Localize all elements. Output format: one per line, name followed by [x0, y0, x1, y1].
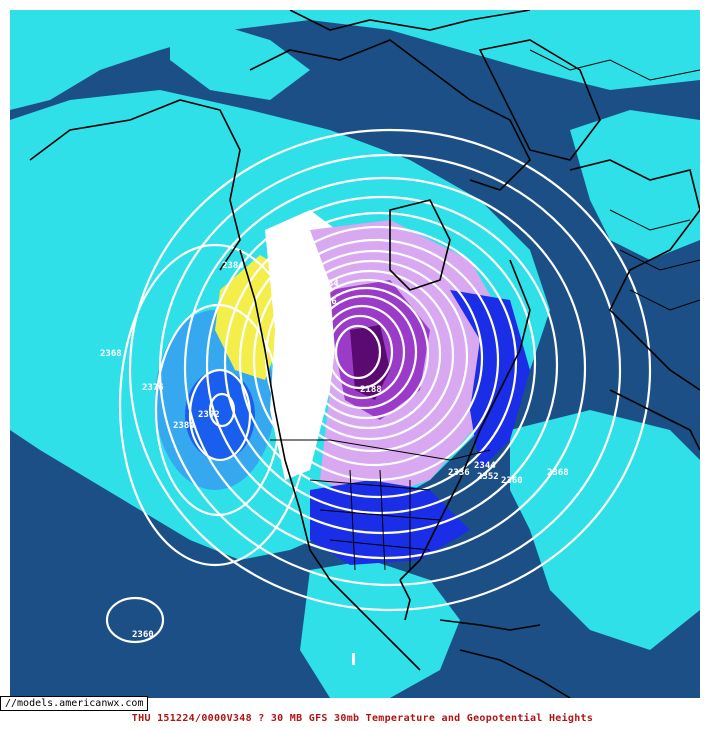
cyan-region-north [10, 10, 700, 110]
coast-east-na [399, 259, 531, 581]
contour-island-south [105, 596, 165, 644]
contour-4 [205, 195, 559, 535]
contour-outer-3 [183, 176, 587, 560]
border-states-grid [309, 469, 441, 571]
contour-labels: 2368 2376 2392 2384 2368 2360 2352 2344 … [100, 261, 569, 640]
contour-13 [310, 294, 418, 410]
cyan-region-far-north [170, 10, 310, 100]
coast-africa [609, 389, 700, 451]
map-canvas: 2368 2376 2392 2384 2368 2360 2352 2344 … [10, 10, 700, 698]
contour-10 [285, 269, 455, 441]
coast-canada-north [249, 39, 531, 191]
map-caption: THU 151224/0000V348 ? 30 MB GFS 30mb Tem… [131, 713, 594, 724]
label-2368-west: 2368 [100, 349, 122, 359]
label-2184: 2184 [317, 279, 339, 289]
contour-high-west-1 [118, 243, 312, 567]
contour-15 [326, 314, 394, 390]
border-russia [529, 49, 700, 81]
coast-south-america [459, 649, 571, 698]
contour-high-west-4 [208, 392, 236, 428]
label-2384: 2384 [173, 421, 195, 431]
weather-map: 2368 2376 2392 2384 2368 2360 2352 2344 … [10, 10, 700, 698]
label-2384-north: 2384 [222, 261, 244, 271]
blue-pool-west-core [185, 370, 255, 460]
contour-9 [275, 259, 469, 453]
coast-hudson [389, 199, 451, 291]
coast-caribbean [439, 619, 541, 631]
label-2360-east: 2360 [501, 476, 523, 486]
contour-16 [334, 324, 382, 380]
contour-high-west-2 [154, 303, 282, 517]
coast-russia [289, 10, 531, 31]
label-2336: 2336 [448, 468, 470, 478]
contour-high-west-3 [188, 368, 252, 462]
cyan-region-east [570, 110, 700, 260]
cyan-region-southeast [510, 410, 700, 650]
borders [270, 49, 700, 571]
coast-alaska [29, 99, 241, 271]
label-2368-east: 2368 [547, 468, 569, 478]
label-2176: 2176 [315, 297, 337, 307]
source-url: //models.americanwx.com [0, 696, 149, 711]
label-2376: 2376 [142, 383, 164, 393]
label-2360-south: 2360 [132, 630, 154, 640]
label-2392: 2392 [198, 410, 220, 420]
coastlines [29, 10, 700, 698]
contour-6 [238, 225, 518, 499]
contour-7 [252, 238, 500, 482]
deep-blue-southeast [310, 480, 470, 565]
contour-11 [294, 278, 442, 430]
border-us-canada [270, 439, 491, 461]
contour-outer-1 [128, 128, 652, 612]
label-2344: 2344 [474, 461, 496, 471]
label-2352: 2352 [477, 472, 499, 482]
coast-europe [569, 159, 700, 391]
coast-west-na [239, 249, 421, 671]
label-2188: 2188 [360, 385, 382, 395]
coast-greenland [478, 39, 601, 161]
frame-tick-mark [352, 653, 355, 665]
contour-5 [223, 211, 537, 515]
contour-14 [318, 304, 406, 400]
deep-blue-east [450, 290, 530, 470]
coast-florida [399, 579, 411, 621]
border-europe [609, 209, 700, 311]
